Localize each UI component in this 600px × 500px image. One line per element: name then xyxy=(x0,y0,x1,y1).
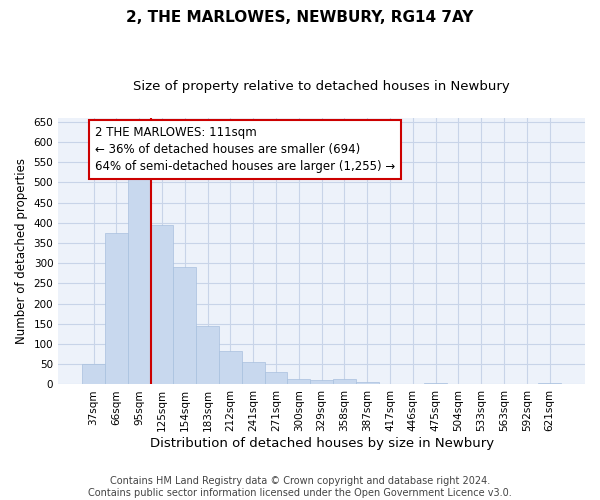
Bar xyxy=(310,380,333,384)
Bar xyxy=(333,379,356,384)
X-axis label: Distribution of detached houses by size in Newbury: Distribution of detached houses by size … xyxy=(149,437,494,450)
Bar xyxy=(356,382,379,384)
Bar xyxy=(287,379,310,384)
Title: Size of property relative to detached houses in Newbury: Size of property relative to detached ho… xyxy=(133,80,510,93)
Bar xyxy=(82,364,105,384)
Bar xyxy=(265,372,287,384)
Bar xyxy=(196,326,219,384)
Y-axis label: Number of detached properties: Number of detached properties xyxy=(15,158,28,344)
Text: 2 THE MARLOWES: 111sqm
← 36% of detached houses are smaller (694)
64% of semi-de: 2 THE MARLOWES: 111sqm ← 36% of detached… xyxy=(95,126,395,173)
Bar xyxy=(424,383,447,384)
Text: Contains HM Land Registry data © Crown copyright and database right 2024.
Contai: Contains HM Land Registry data © Crown c… xyxy=(88,476,512,498)
Bar xyxy=(128,176,151,384)
Text: 2, THE MARLOWES, NEWBURY, RG14 7AY: 2, THE MARLOWES, NEWBURY, RG14 7AY xyxy=(127,10,473,25)
Bar xyxy=(151,225,173,384)
Bar xyxy=(173,268,196,384)
Bar xyxy=(242,362,265,384)
Bar xyxy=(105,233,128,384)
Bar xyxy=(538,383,561,384)
Bar xyxy=(219,352,242,384)
